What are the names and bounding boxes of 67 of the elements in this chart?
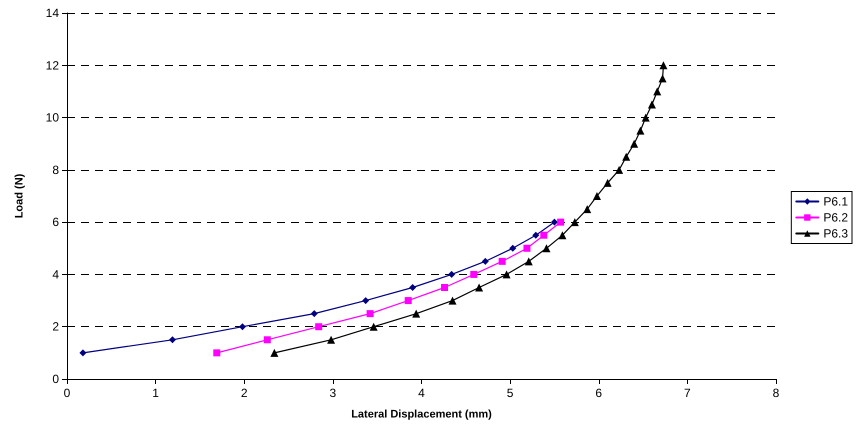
y-tick-label: 2 (52, 320, 60, 334)
point (310, 310, 318, 318)
x-tick-label: 6 (595, 386, 602, 400)
legend-label: P6.2 (823, 210, 848, 224)
x-tick-label: 8 (772, 386, 780, 400)
y-tick-label: 12 (46, 58, 60, 72)
point (79, 349, 86, 356)
point (653, 87, 662, 96)
point (366, 310, 374, 318)
point (370, 322, 378, 331)
point (622, 152, 630, 161)
point (412, 310, 420, 318)
point (327, 336, 336, 344)
point (502, 270, 511, 278)
point (270, 348, 278, 357)
y-tick-label: 10 (46, 110, 60, 125)
x-tick-label: 5 (506, 386, 514, 400)
point (509, 244, 516, 252)
point (636, 126, 644, 135)
point (540, 232, 548, 239)
point (542, 244, 550, 252)
x-tick-label: 0 (64, 386, 71, 400)
point (362, 297, 370, 304)
point (168, 336, 176, 344)
point (409, 284, 416, 291)
y-tick-label: 14 (46, 6, 60, 20)
point (448, 270, 456, 278)
x-tick-label: 7 (684, 386, 692, 400)
point (264, 336, 271, 344)
y-tick-label: 0 (52, 372, 60, 386)
legend-label: P6.3 (823, 226, 848, 240)
point (470, 270, 478, 278)
point (448, 296, 457, 305)
x-tick-label: 4 (418, 386, 426, 400)
point (524, 257, 533, 266)
legend-label: P6.1 (823, 194, 848, 208)
point (213, 349, 220, 356)
x-axis-title: Lateral Displacement (mm) (351, 408, 492, 420)
point (648, 100, 656, 108)
point (404, 297, 412, 304)
point (604, 178, 612, 187)
point (570, 218, 579, 226)
y-tick-label: 8 (52, 162, 60, 177)
point (642, 114, 650, 122)
point (441, 284, 448, 291)
point (550, 218, 558, 226)
point (615, 166, 624, 174)
point (482, 258, 489, 265)
point (523, 244, 530, 252)
point (592, 192, 601, 200)
y-axis-title: Load (N) (14, 173, 26, 218)
point (557, 218, 564, 226)
point (532, 232, 540, 239)
point (475, 284, 484, 292)
x-tick-label: 2 (240, 386, 248, 400)
point (558, 231, 566, 240)
y-tick-label: 6 (52, 215, 60, 230)
point (315, 323, 322, 330)
x-tick-label: 1 (152, 386, 160, 400)
point (238, 323, 246, 330)
x-tick-label: 3 (330, 386, 337, 400)
y-tick-label: 4 (52, 267, 60, 282)
point (498, 258, 506, 265)
point (583, 205, 592, 214)
point (658, 74, 667, 82)
point (630, 140, 638, 148)
point (659, 61, 668, 70)
